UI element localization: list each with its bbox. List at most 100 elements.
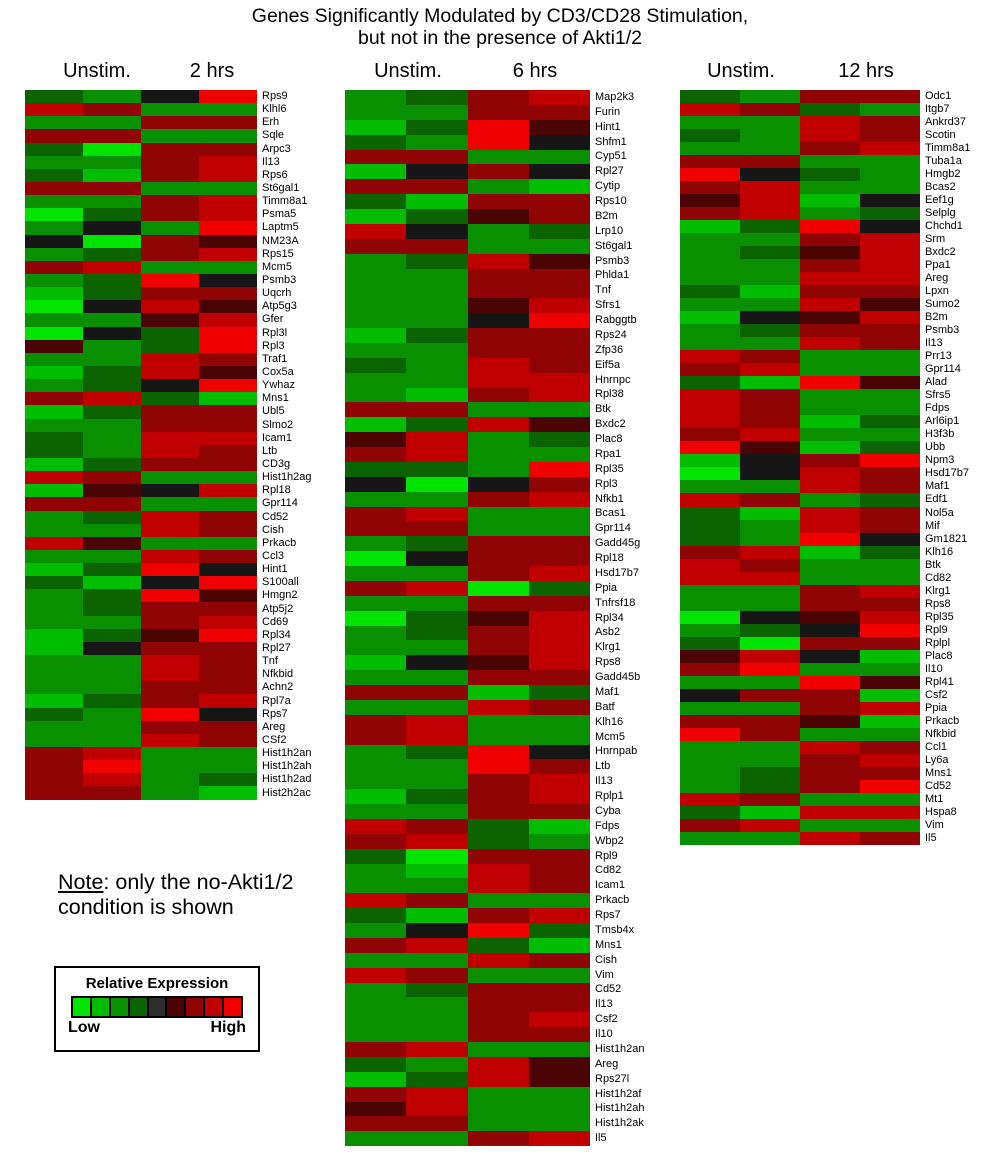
heatmap-cell — [25, 549, 83, 564]
heatmap-cell — [467, 432, 529, 447]
heatmap-cell — [406, 387, 468, 403]
heatmap-cell — [25, 589, 83, 603]
heatmap-cell — [680, 753, 740, 767]
gene-label: Rps24 — [595, 328, 627, 341]
heatmap-cell — [83, 457, 141, 472]
gene-label: Ly6a — [925, 753, 949, 766]
heatmap-cell — [467, 298, 529, 314]
gene-label: Prkacb — [595, 894, 630, 907]
heatmap-cell — [680, 389, 740, 403]
gene-label: Gpr114 — [595, 522, 631, 535]
gene-label: Rpl35 — [925, 610, 954, 623]
gene-label: Il13 — [262, 155, 280, 168]
heatmap-cell — [740, 285, 800, 299]
heatmap-cell — [83, 536, 141, 550]
legend-swatch — [89, 996, 111, 1018]
heatmap-cell — [800, 714, 860, 728]
heatmap-cell — [467, 610, 529, 626]
heatmap-cell — [680, 532, 740, 546]
heatmap-cell — [83, 405, 141, 419]
heatmap-cell — [528, 104, 590, 120]
heatmap-cell — [406, 1056, 468, 1072]
gene-label: Psmb3 — [262, 274, 297, 287]
heatmap-cell — [406, 491, 468, 507]
heatmap-cell — [25, 379, 83, 393]
heatmap-cell — [860, 675, 920, 689]
heatmap-cell — [528, 1086, 590, 1102]
heatmap-cell — [25, 155, 83, 169]
heatmap-cell — [680, 610, 740, 624]
heatmap-cell — [680, 662, 740, 676]
heatmap-cell — [800, 662, 860, 676]
heatmap-cell — [25, 523, 83, 537]
heatmap-row: Tnf — [345, 283, 645, 299]
heatmap-row: Eif5a — [345, 357, 645, 373]
heatmap-cell — [800, 103, 860, 117]
heatmap-cell — [800, 441, 860, 455]
heatmap-row: Rpl3 — [345, 476, 645, 492]
heatmap-cell — [25, 221, 83, 235]
heatmap-cell — [83, 365, 141, 380]
heatmap-cell — [141, 444, 199, 458]
gene-label: Klrg1 — [925, 584, 951, 597]
gene-label: Rpl34 — [262, 628, 291, 641]
heatmap-cell — [141, 484, 199, 498]
legend-swatch — [146, 996, 168, 1018]
note-line2: condition is shown — [58, 895, 234, 919]
heatmap-cell — [740, 259, 800, 273]
heatmap-cell — [406, 149, 468, 165]
gene-label: Hist1h2an — [595, 1042, 645, 1055]
heatmap-row: Maf1 — [680, 480, 970, 494]
heatmap-cell — [680, 168, 740, 182]
heatmap-cell — [800, 571, 860, 585]
heatmap-cell — [25, 116, 83, 130]
heatmap-cell — [199, 431, 257, 445]
gene-label: Eef1g — [925, 194, 954, 207]
heatmap-cell — [345, 179, 407, 195]
heatmap-row: Rpl34 — [25, 628, 312, 642]
note-rest: : only the no-Akti1/2 — [103, 870, 294, 894]
heatmap-row: Psma5 — [25, 208, 312, 222]
heatmap-cell — [141, 221, 199, 235]
heatmap-cell — [199, 392, 257, 406]
heatmap-cell — [680, 545, 740, 559]
heatmap-cell — [406, 937, 468, 953]
heatmap-cell — [467, 342, 529, 358]
gene-label: Sfrs5 — [925, 389, 951, 402]
heatmap-cell — [680, 727, 740, 741]
heatmap-cell — [680, 129, 740, 143]
heatmap-cell — [199, 523, 257, 537]
gene-label: Rpl35 — [595, 462, 624, 475]
heatmap-row: Rps27l — [345, 1071, 645, 1087]
heatmap-cell — [680, 311, 740, 325]
heatmap-cell — [528, 774, 590, 790]
heatmap-cell — [83, 655, 141, 669]
figure-title: Genes Significantly Modulated by CD3/CD2… — [0, 5, 1000, 49]
heatmap-cell — [800, 90, 860, 104]
heatmap-cell — [345, 908, 407, 923]
heatmap-cell — [345, 1101, 407, 1117]
gene-label: Shfm1 — [595, 135, 627, 148]
heatmap-row: Cd52 — [345, 982, 645, 998]
heatmap-cell — [345, 461, 407, 477]
heatmap-cell — [528, 551, 590, 566]
heatmap-cell — [800, 545, 860, 559]
heatmap-cell — [467, 90, 529, 105]
heatmap-cell — [345, 387, 407, 403]
heatmap-cell — [528, 878, 590, 894]
gene-label: Scotin — [925, 129, 956, 142]
heatmap-cell — [800, 415, 860, 429]
heatmap-cell — [25, 234, 83, 248]
heatmap-row: Nfkbid — [25, 668, 312, 682]
heatmap-cell — [141, 116, 199, 130]
heatmap-cell — [467, 982, 529, 998]
heatmap-cell — [199, 602, 257, 616]
heatmap-cell — [406, 744, 468, 760]
heatmap-cell — [199, 287, 257, 301]
gene-label: Hist1h2ah — [595, 1102, 645, 1115]
heatmap-cell — [25, 247, 83, 261]
gene-label: Hmgn2 — [262, 589, 298, 602]
heatmap-cell — [406, 595, 468, 611]
heatmap-row: Hmgn2 — [25, 589, 312, 603]
gene-label: Odc1 — [925, 90, 952, 102]
